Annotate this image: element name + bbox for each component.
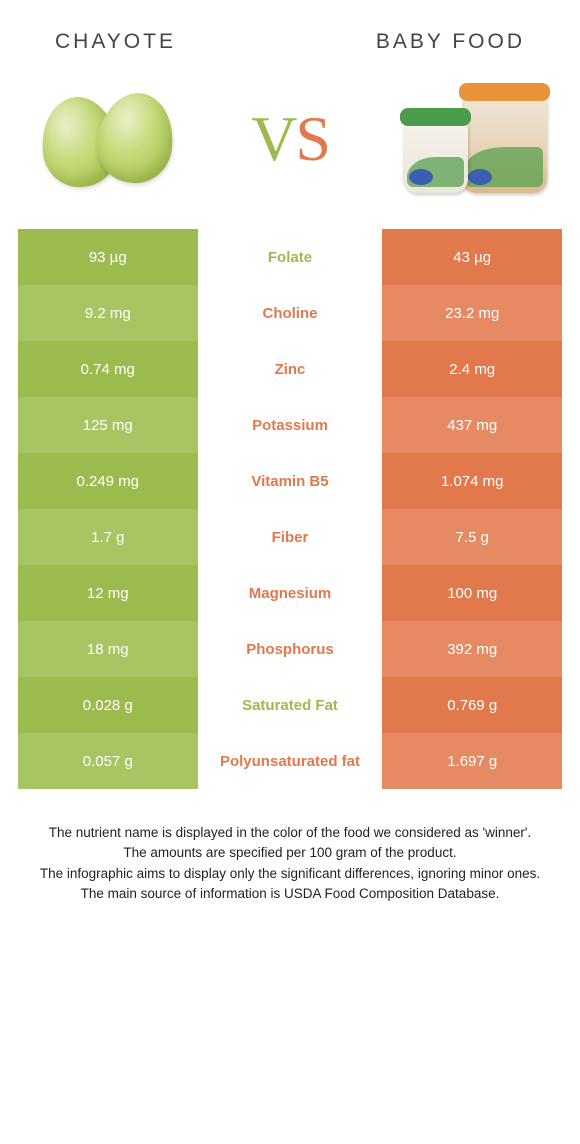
left-value-cell: 12 mg [18,565,198,621]
left-value-cell: 0.028 g [18,677,198,733]
right-value-cell: 1.074 mg [382,453,562,509]
vs-images-row: VS [0,64,580,219]
left-value-cell: 125 mg [18,397,198,453]
footer-notes: The nutrient name is displayed in the co… [26,823,554,904]
nutrient-name-cell: Saturated Fat [198,677,383,733]
nutrient-name-cell: Polyunsaturated fat [198,733,383,789]
right-value-cell: 0.769 g [382,677,562,733]
right-value-cell: 43 µg [382,229,562,285]
footer-line: The amounts are specified per 100 gram o… [26,843,554,863]
left-value-cell: 9.2 mg [18,285,198,341]
left-value-cell: 0.74 mg [18,341,198,397]
vs-label: VS [251,102,329,176]
table-row: 12 mgMagnesium100 mg [18,565,562,621]
left-food-title: Chayote [55,30,176,54]
left-value-cell: 93 µg [18,229,198,285]
right-value-cell: 23.2 mg [382,285,562,341]
left-value-cell: 0.057 g [18,733,198,789]
table-row: 0.74 mgZinc2.4 mg [18,341,562,397]
nutrient-name-cell: Folate [198,229,383,285]
right-value-cell: 1.697 g [382,733,562,789]
left-value-cell: 1.7 g [18,509,198,565]
footer-line: The infographic aims to display only the… [26,864,554,884]
right-value-cell: 392 mg [382,621,562,677]
right-value-cell: 437 mg [382,397,562,453]
right-food-title: Baby food [376,30,525,54]
table-row: 125 mgPotassium437 mg [18,397,562,453]
chayote-icon [40,89,180,189]
nutrient-name-cell: Choline [198,285,383,341]
header: Chayote Baby food [0,0,580,64]
table-row: 18 mgPhosphorus392 mg [18,621,562,677]
right-value-cell: 7.5 g [382,509,562,565]
table-row: 0.249 mgVitamin B51.074 mg [18,453,562,509]
babyfood-jars-icon [385,79,555,199]
left-value-cell: 0.249 mg [18,453,198,509]
table-row: 93 µgFolate43 µg [18,229,562,285]
left-food-image [20,74,200,204]
table-row: 0.028 gSaturated Fat0.769 g [18,677,562,733]
comparison-table: 93 µgFolate43 µg9.2 mgCholine23.2 mg0.74… [18,229,562,789]
nutrient-name-cell: Potassium [198,397,383,453]
footer-line: The nutrient name is displayed in the co… [26,823,554,843]
right-value-cell: 2.4 mg [382,341,562,397]
table-row: 1.7 gFiber7.5 g [18,509,562,565]
vs-s: S [295,102,329,176]
nutrient-name-cell: Magnesium [198,565,383,621]
right-value-cell: 100 mg [382,565,562,621]
left-value-cell: 18 mg [18,621,198,677]
right-food-image [380,74,560,204]
nutrient-name-cell: Vitamin B5 [198,453,383,509]
vs-v: V [251,102,295,176]
footer-line: The main source of information is USDA F… [26,884,554,904]
table-row: 9.2 mgCholine23.2 mg [18,285,562,341]
nutrient-name-cell: Zinc [198,341,383,397]
nutrient-name-cell: Fiber [198,509,383,565]
nutrient-name-cell: Phosphorus [198,621,383,677]
table-row: 0.057 gPolyunsaturated fat1.697 g [18,733,562,789]
